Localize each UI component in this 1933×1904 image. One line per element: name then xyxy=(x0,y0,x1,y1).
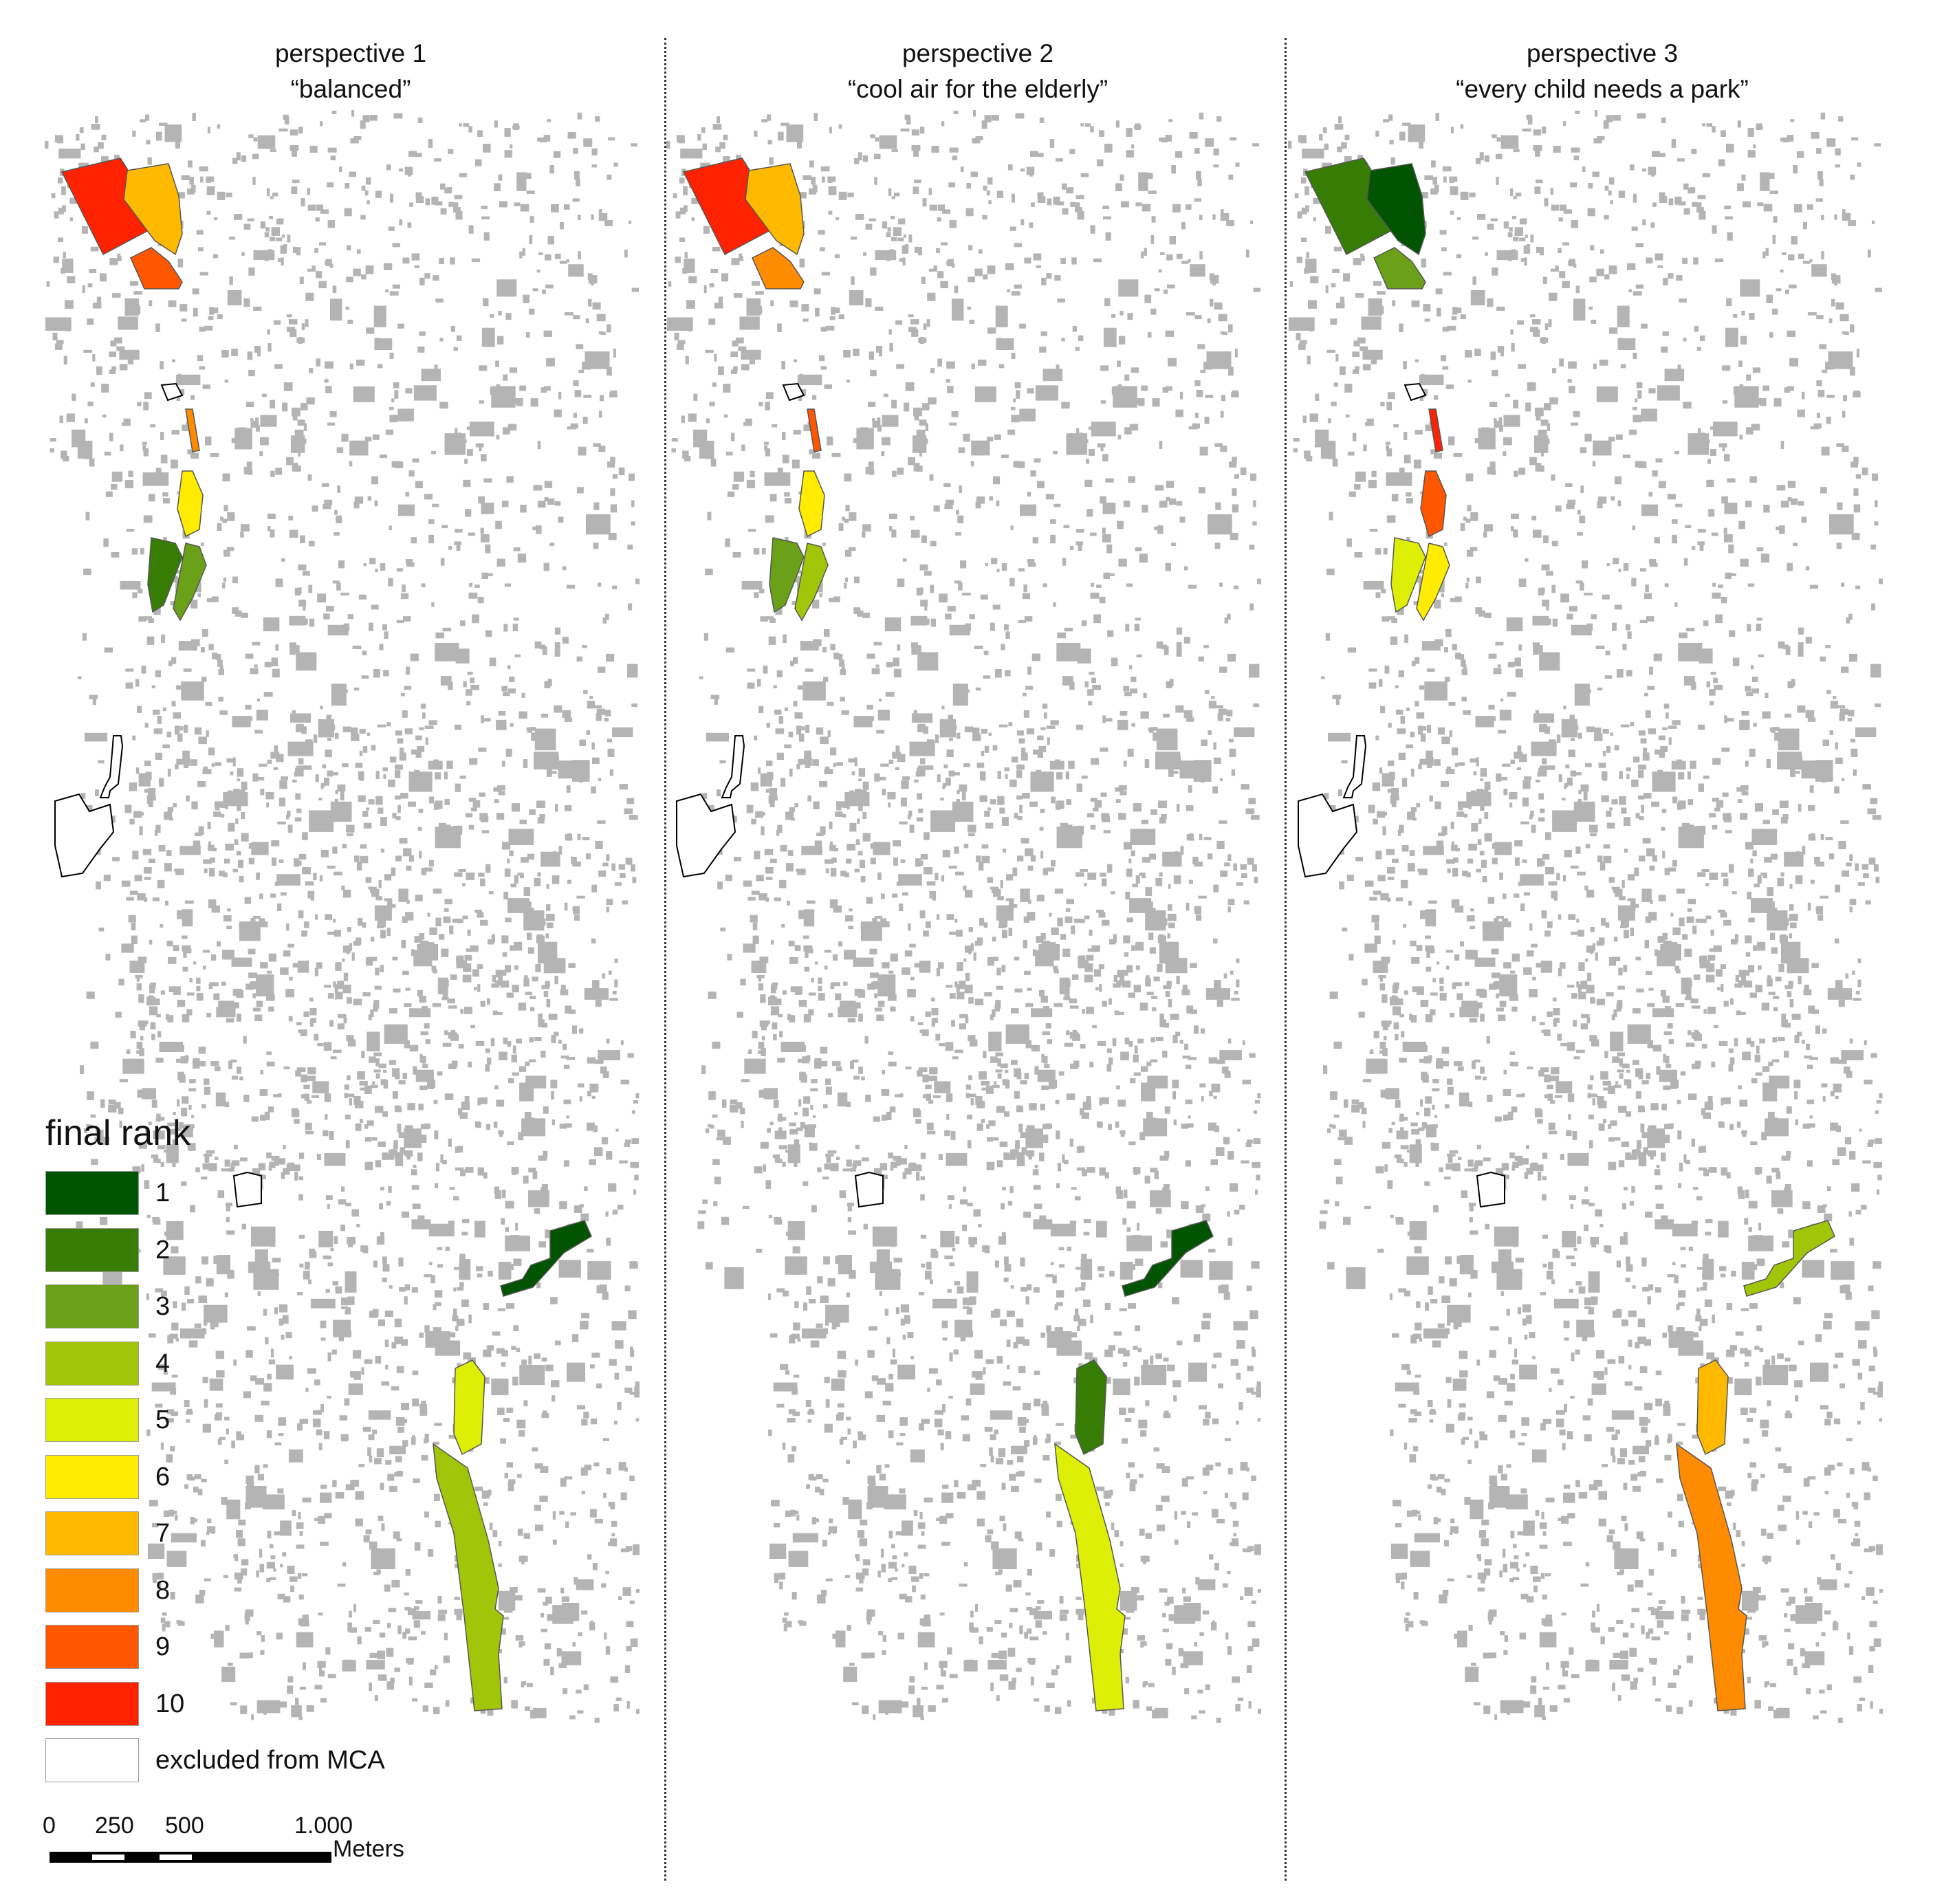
site-north-small-rank-9 xyxy=(130,247,183,289)
scale-unit: Meters xyxy=(333,1836,404,1862)
excluded-site-1 xyxy=(160,382,184,402)
legend-label: excluded from MCA xyxy=(155,1746,385,1775)
panel-divider-1 xyxy=(664,38,666,1881)
map-panel-3 xyxy=(1288,110,1883,1723)
legend-swatch xyxy=(45,1511,139,1555)
site-narrow-strip-rank-8 xyxy=(185,408,200,452)
building-footprints xyxy=(1288,110,1883,1723)
excluded-site-3 xyxy=(1298,793,1358,878)
site-central-yellow-rank-9 xyxy=(1420,470,1447,538)
legend-label: 1 xyxy=(155,1179,171,1207)
panel-2-heading: perspective 2 xyxy=(902,39,1054,67)
site-south-long-rank-4 xyxy=(433,1443,504,1711)
map-panel-2 xyxy=(666,110,1261,1723)
legend-item-7: 7 xyxy=(45,1511,430,1561)
site-narrow-strip-rank-9 xyxy=(807,408,822,452)
site-north-middle-rank-1 xyxy=(1366,163,1426,256)
building-footprints xyxy=(666,110,1261,1723)
panel-3-heading: perspective 3 xyxy=(1526,39,1679,67)
panel-divider-2 xyxy=(1285,38,1287,1881)
legend-swatch xyxy=(45,1227,139,1272)
site-narrow-strip-rank-10 xyxy=(1428,408,1443,452)
legend-swatch xyxy=(45,1681,139,1726)
panel-1-title: perspective 1 “balanced” xyxy=(41,36,660,107)
legend-item-5: 5 xyxy=(45,1398,430,1447)
legend-swatch xyxy=(45,1171,139,1215)
legend-item-8: 8 xyxy=(45,1568,430,1618)
legend-label: 6 xyxy=(155,1462,171,1491)
panel-3-title: perspective 3 “every child needs a park” xyxy=(1293,36,1912,107)
legend-item-10: 10 xyxy=(45,1681,430,1731)
excluded-site-1 xyxy=(1404,382,1427,402)
panel-1-subtitle: “balanced” xyxy=(290,75,411,103)
scale-bar xyxy=(50,1852,331,1863)
site-north-middle-rank-7 xyxy=(123,163,183,256)
map-panel-1 xyxy=(45,110,640,1723)
site-south-long-rank-8 xyxy=(1676,1443,1747,1711)
legend-label: 8 xyxy=(155,1575,171,1605)
legend-item-9: 9 xyxy=(45,1625,430,1674)
legend-label: 4 xyxy=(155,1348,171,1378)
site-southeast-irregular-rank-1 xyxy=(500,1220,592,1297)
legend-label: 7 xyxy=(155,1519,171,1548)
site-west-pair-right-rank-3 xyxy=(173,543,207,622)
legend-swatch xyxy=(45,1568,139,1612)
legend-item-1: 1 xyxy=(45,1171,430,1221)
legend-label: 10 xyxy=(155,1689,185,1718)
legend-item-3: 3 xyxy=(45,1284,430,1334)
legend-title: final rank xyxy=(45,1113,190,1153)
scale-tick-250: 250 xyxy=(95,1813,134,1839)
legend-item-4: 4 xyxy=(45,1341,430,1391)
site-west-pair-left-rank-3 xyxy=(769,537,805,613)
excluded-site-1 xyxy=(782,382,805,402)
legend-item-2: 2 xyxy=(45,1227,430,1278)
legend-swatch xyxy=(45,1341,139,1386)
excluded-site-4 xyxy=(854,1171,884,1208)
legend-swatch xyxy=(45,1284,139,1328)
site-southeast-irregular-rank-4 xyxy=(1743,1220,1835,1297)
legend-swatch xyxy=(45,1398,139,1442)
panel-2-subtitle: “cool air for the elderly” xyxy=(847,75,1109,103)
site-west-pair-right-rank-4 xyxy=(794,543,829,622)
site-west-pair-left-rank-2 xyxy=(147,537,183,613)
site-southeast-irregular-rank-1 xyxy=(1122,1220,1214,1297)
site-central-yellow-rank-6 xyxy=(798,470,825,538)
panel-2-title: perspective 2 “cool air for the elderly” xyxy=(668,36,1287,107)
legend-label: 2 xyxy=(155,1235,171,1265)
legend-swatch xyxy=(45,1738,139,1782)
panel-1-heading: perspective 1 xyxy=(274,39,427,67)
site-north-small-rank-3 xyxy=(1373,247,1426,289)
scale-tick-500: 500 xyxy=(165,1813,204,1839)
site-south-block-rank-2 xyxy=(1075,1359,1107,1456)
panel-3-subtitle: “every child needs a park” xyxy=(1456,75,1749,103)
excluded-site-2 xyxy=(99,735,124,798)
legend-item-6: 6 xyxy=(45,1454,430,1504)
excluded-site-3 xyxy=(676,793,736,878)
scale-tick-0: 0 xyxy=(43,1813,56,1839)
site-west-pair-left-rank-5 xyxy=(1390,537,1426,613)
legend-swatch xyxy=(45,1454,139,1499)
site-south-long-rank-5 xyxy=(1054,1443,1126,1711)
legend-item-excluded: excluded from MCA xyxy=(45,1738,430,1788)
site-south-block-rank-7 xyxy=(1696,1359,1729,1456)
site-west-pair-right-rank-6 xyxy=(1416,543,1450,622)
excluded-site-4 xyxy=(232,1171,262,1208)
legend-swatch xyxy=(45,1625,139,1669)
site-central-yellow-rank-6 xyxy=(177,470,204,538)
site-south-block-rank-5 xyxy=(453,1359,485,1456)
site-north-middle-rank-7 xyxy=(745,163,805,256)
site-north-small-rank-8 xyxy=(752,247,805,289)
excluded-site-2 xyxy=(721,735,745,798)
excluded-site-3 xyxy=(54,793,115,878)
excluded-site-4 xyxy=(1476,1171,1505,1208)
scale-tick-1000: 1.000 xyxy=(294,1813,353,1839)
legend-label: 5 xyxy=(155,1405,171,1434)
excluded-site-2 xyxy=(1342,735,1367,798)
legend-label: 3 xyxy=(155,1292,171,1321)
legend-label: 9 xyxy=(155,1632,171,1661)
